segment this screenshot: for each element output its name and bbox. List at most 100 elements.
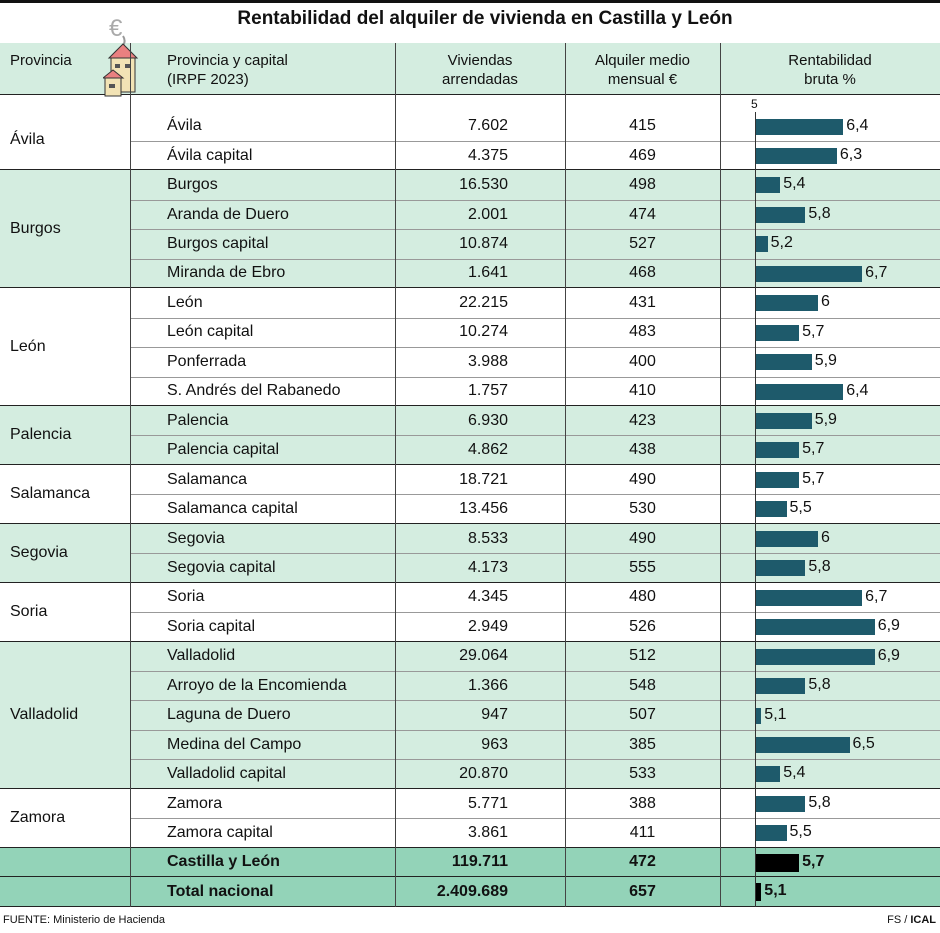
row-name: Valladolid [167, 647, 236, 665]
table-row: Burgos capital 10.874 527 5,2 [0, 229, 940, 258]
row-divider [130, 435, 940, 437]
rentabilidad-bar [755, 560, 806, 577]
row-alquiler: 530 [629, 500, 656, 518]
row-viviendas: 947 [481, 706, 508, 724]
row-alquiler: 472 [629, 853, 656, 871]
bar-baseline-axis [755, 112, 756, 907]
source-note: FUENTE: Ministerio de Hacienda [3, 914, 166, 926]
row-viviendas: 1.641 [467, 264, 508, 282]
row-viviendas: 4.375 [467, 146, 508, 164]
row-viviendas: 10.274 [459, 323, 508, 341]
rentabilidad-label: 6,5 [852, 734, 875, 752]
row-name: Arroyo de la Encomienda [167, 676, 347, 694]
row-name: León [167, 293, 203, 311]
row-divider [130, 229, 940, 231]
header-provincia: Provincia [10, 52, 72, 69]
province-label: Segovia [10, 543, 68, 561]
row-alquiler: 483 [629, 323, 656, 341]
row-viviendas: 4.862 [467, 441, 508, 459]
row-viviendas: 8.533 [467, 529, 508, 547]
row-name: Ávila [167, 117, 202, 135]
province-label: Ávila [10, 131, 45, 149]
table-row: León capital 10.274 483 5,7 [0, 318, 940, 347]
row-viviendas: 119.711 [451, 853, 508, 871]
rentabilidad-bar [755, 236, 768, 253]
table-row: Aranda de Duero 2.001 474 5,8 [0, 200, 940, 229]
row-viviendas: 4.173 [467, 558, 508, 576]
rentabilidad-bar [755, 147, 837, 164]
rentabilidad-label: 5,7 [802, 440, 825, 458]
rentabilidad-label: 5,4 [783, 764, 806, 782]
row-name: Castilla y León [167, 853, 280, 871]
table-row: Valladolid 29.064 512 6,9 [0, 642, 940, 671]
row-alquiler: 527 [629, 235, 656, 253]
total-bg [0, 877, 940, 907]
rentabilidad-label: 5,4 [783, 175, 806, 193]
row-viviendas: 10.874 [459, 235, 508, 253]
row-alquiler: 480 [629, 588, 656, 606]
row-viviendas: 2.409.689 [436, 882, 508, 900]
row-name: Laguna de Duero [167, 706, 291, 724]
row-viviendas: 6.930 [467, 411, 508, 429]
rentabilidad-label: 6,7 [865, 587, 888, 605]
rentabilidad-bar [755, 295, 818, 312]
rentabilidad-label: 6 [821, 293, 830, 311]
rentabilidad-bar [755, 853, 800, 872]
row-alquiler: 507 [629, 706, 656, 724]
row-divider [130, 671, 940, 673]
rentabilidad-bar [755, 383, 844, 400]
rentabilidad-bar [755, 530, 818, 547]
row-alquiler: 512 [629, 647, 656, 665]
row-name: León capital [167, 323, 254, 341]
top-rule [0, 0, 940, 3]
row-viviendas: 3.988 [467, 352, 508, 370]
row-alquiler: 431 [629, 293, 656, 311]
credit-ical: ICAL [910, 914, 936, 926]
credit-fs: FS / [887, 914, 911, 926]
row-name: Soria capital [167, 617, 256, 635]
row-alquiler: 410 [629, 382, 656, 400]
row-divider [130, 140, 940, 142]
rentabilidad-label: 6 [821, 528, 830, 546]
row-alquiler: 438 [629, 441, 656, 459]
house-euro-icon: € [103, 15, 139, 97]
row-alquiler: 400 [629, 352, 656, 370]
table-row: Burgos 16.530 498 5,4 [0, 170, 940, 199]
rentabilidad-bar [755, 206, 806, 223]
row-alquiler: 385 [629, 735, 656, 753]
table-row: Miranda de Ebro 1.641 468 6,7 [0, 259, 940, 288]
rentabilidad-bar [755, 795, 806, 812]
row-divider [130, 258, 940, 260]
row-alquiler: 423 [629, 411, 656, 429]
table-row: Laguna de Duero 947 507 5,1 [0, 701, 940, 730]
rentabilidad-label: 6,4 [846, 116, 869, 134]
province-label: Zamora [10, 808, 66, 826]
column-divider [720, 43, 721, 907]
row-alquiler: 526 [629, 617, 656, 635]
rentabilidad-label: 5,2 [770, 234, 793, 252]
row-viviendas: 5.771 [467, 794, 508, 812]
row-alquiler: 474 [629, 205, 656, 223]
rentabilidad-bar [755, 619, 875, 636]
rentabilidad-bar [755, 413, 812, 429]
table-row: Valladolid capital 20.870 533 5,4 [0, 759, 940, 788]
row-name: Burgos [167, 176, 218, 194]
rentabilidad-bar [755, 707, 762, 724]
row-viviendas: 2.949 [467, 617, 508, 635]
row-alquiler: 468 [629, 264, 656, 282]
rentabilidad-label: 5,1 [764, 882, 787, 900]
row-divider [130, 317, 940, 319]
row-alquiler: 533 [629, 765, 656, 783]
row-divider [130, 376, 940, 378]
table-row: Palencia capital 4.862 438 5,7 [0, 435, 940, 464]
header-rentabilidad: Rentabilidad bruta % [788, 52, 872, 88]
row-alquiler: 469 [629, 146, 656, 164]
rentabilidad-label: 5,1 [764, 705, 787, 723]
rentabilidad-bar [755, 442, 800, 459]
province-label: Burgos [10, 219, 61, 237]
row-divider [130, 729, 940, 731]
table-row: Palencia 6.930 423 5,9 [0, 406, 940, 435]
row-alquiler: 657 [629, 882, 656, 900]
row-name: Segovia capital [167, 558, 276, 576]
rentabilidad-label: 6,9 [877, 617, 900, 635]
